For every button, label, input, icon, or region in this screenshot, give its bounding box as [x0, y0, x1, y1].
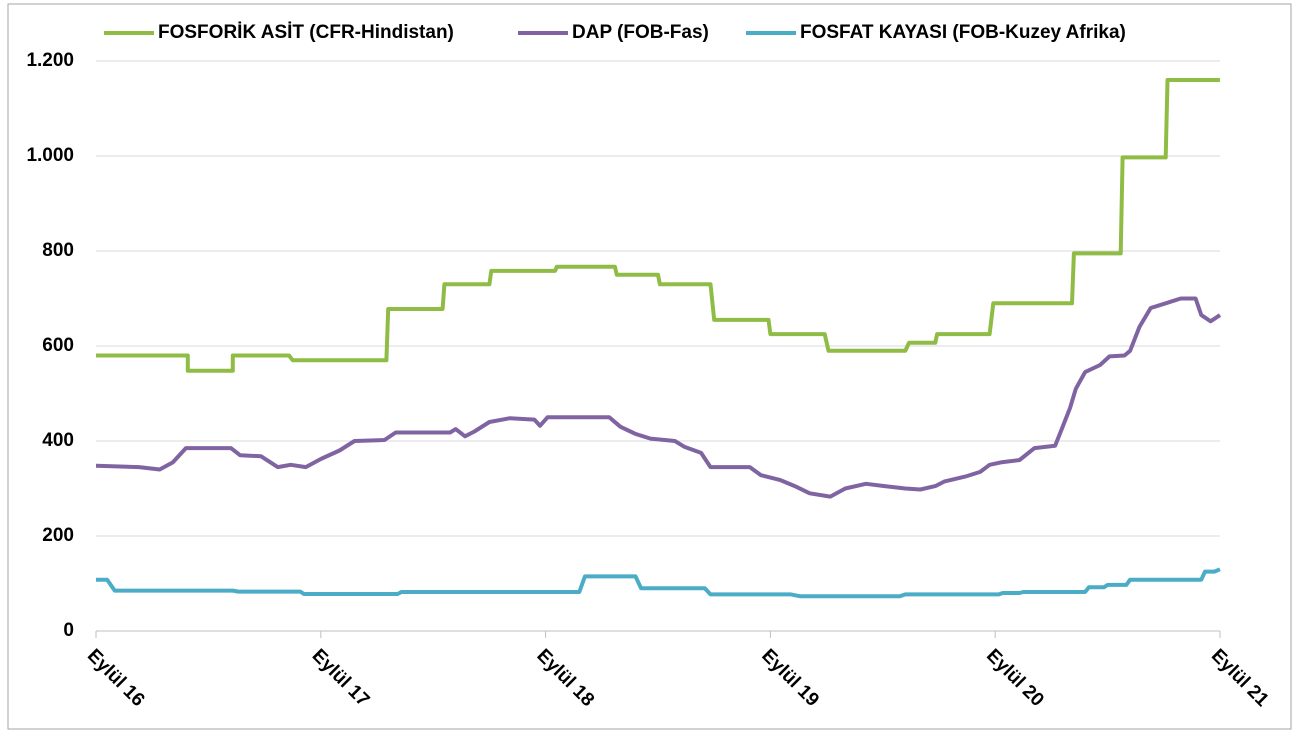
- y-tick-label: 800: [42, 240, 74, 261]
- y-tick-label: 1.200: [26, 50, 74, 71]
- series-line: [96, 567, 1221, 599]
- chart-border: [7, 3, 1292, 730]
- y-tick-label: 600: [42, 335, 74, 356]
- y-tick-label: 200: [42, 525, 74, 546]
- series-line: [96, 78, 1220, 373]
- y-tick-label: 400: [42, 430, 74, 451]
- y-tick-label: 1.000: [26, 145, 74, 166]
- legend-label: FOSFORİK ASİT (CFR-Hindistan): [158, 22, 454, 43]
- legend-label: DAP (FOB-Fas): [572, 22, 709, 43]
- y-tick-label: 0: [63, 620, 74, 641]
- series-line: [95, 296, 1222, 499]
- legend-label: FOSFAT KAYASI (FOB-Kuzey Afrika): [800, 22, 1126, 43]
